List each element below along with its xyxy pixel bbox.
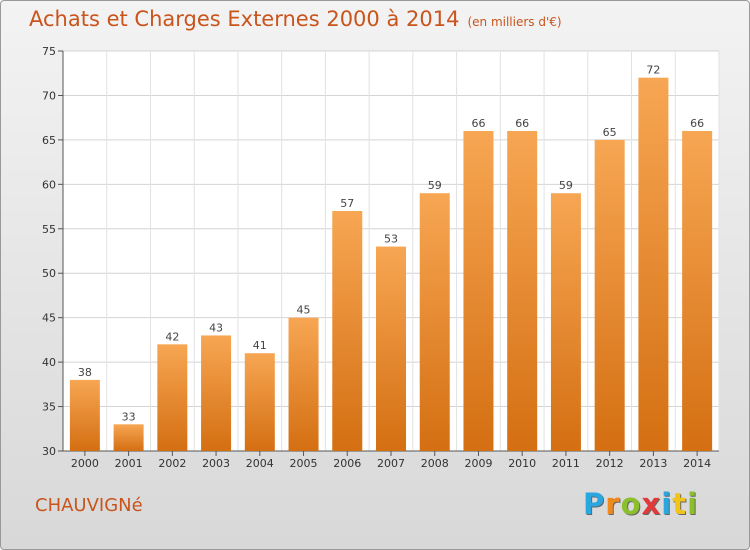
data-label-2003: 43 [209, 321, 223, 334]
data-label-2002: 42 [165, 330, 179, 343]
logo-letter: x [641, 487, 662, 521]
y-tick-label: 75 [42, 45, 56, 58]
bar-2010 [507, 131, 538, 451]
y-tick-label: 30 [42, 445, 56, 458]
data-label-2010: 66 [515, 117, 529, 130]
x-tick-label: 2012 [596, 457, 624, 470]
bar-2002 [157, 344, 188, 451]
town-name: CHAUVIGNé [35, 495, 143, 516]
axes: 30 35 40 45 50 55 60 65 70 75 2000 2001 2002 2003 2004… [42, 45, 719, 470]
x-tick-label: 2004 [246, 457, 274, 470]
bar-2014 [682, 131, 713, 451]
data-label-2006: 57 [340, 197, 354, 210]
logo-letter: i [687, 487, 699, 521]
x-tick-label: 2010 [508, 457, 536, 470]
x-tick-label: 2008 [421, 457, 449, 470]
chart-title-text: Achats et Charges Externes 2000 à 2014 [29, 7, 460, 31]
data-label-2014: 66 [690, 117, 704, 130]
bar-2012 [594, 139, 625, 451]
proxiti-logo[interactable]: Proxiti [583, 487, 698, 521]
bar-2007 [376, 246, 406, 451]
data-label-2000: 38 [78, 366, 92, 379]
logo-letter: r [605, 487, 621, 521]
x-tick-label: 2001 [115, 457, 143, 470]
y-tick-label: 65 [42, 134, 56, 147]
logo-letter: i [661, 487, 673, 521]
bar-2008 [419, 193, 450, 451]
bar-2004 [244, 353, 275, 451]
chart-unit: (en milliers d'€) [467, 15, 562, 29]
chart-title: Achats et Charges Externes 2000 à 2014 (e… [29, 7, 562, 31]
data-label-2013: 72 [646, 64, 660, 77]
x-tick-label: 2014 [683, 457, 711, 470]
x-tick-label: 2003 [202, 457, 230, 470]
y-tick-label: 35 [42, 401, 56, 414]
data-label-2007: 53 [384, 233, 398, 246]
data-label-2001: 33 [122, 410, 136, 423]
y-tick-label: 60 [42, 178, 56, 191]
data-label-2012: 65 [603, 126, 617, 139]
data-label-2008: 59 [428, 179, 442, 192]
data-label-2004: 41 [253, 339, 267, 352]
y-tick-label: 70 [42, 89, 56, 102]
x-tick-label: 2009 [464, 457, 492, 470]
x-tick-label: 2011 [552, 457, 580, 470]
logo-letter: P [583, 487, 606, 521]
bar-2005 [288, 317, 319, 451]
bar-2003 [201, 335, 232, 451]
bar-2000 [69, 379, 100, 451]
bar-2001 [113, 424, 144, 451]
x-tick-label: 2000 [71, 457, 99, 470]
data-labels: 38 33 42 43 41 45 57 53 59 66 66 59 65 72 66 [78, 64, 704, 424]
bar-2006 [332, 211, 363, 451]
bars [69, 77, 713, 452]
bar-2009 [463, 131, 494, 451]
x-tick-label: 2013 [639, 457, 667, 470]
y-tick-label: 40 [42, 356, 56, 369]
logo-letter: t [672, 487, 688, 521]
bar-2013 [638, 77, 669, 452]
x-tick-label: 2006 [333, 457, 361, 470]
y-tick-label: 45 [42, 312, 56, 325]
x-tick-label: 2002 [158, 457, 186, 470]
x-tick-label: 2005 [290, 457, 318, 470]
y-tick-label: 50 [42, 267, 56, 280]
data-label-2009: 66 [471, 117, 485, 130]
x-tick-label: 2007 [377, 457, 405, 470]
y-tick-label: 55 [42, 223, 56, 236]
data-label-2005: 45 [297, 304, 311, 317]
logo-letter: o [620, 487, 642, 521]
bar-2011 [550, 193, 581, 451]
data-label-2011: 59 [559, 179, 573, 192]
